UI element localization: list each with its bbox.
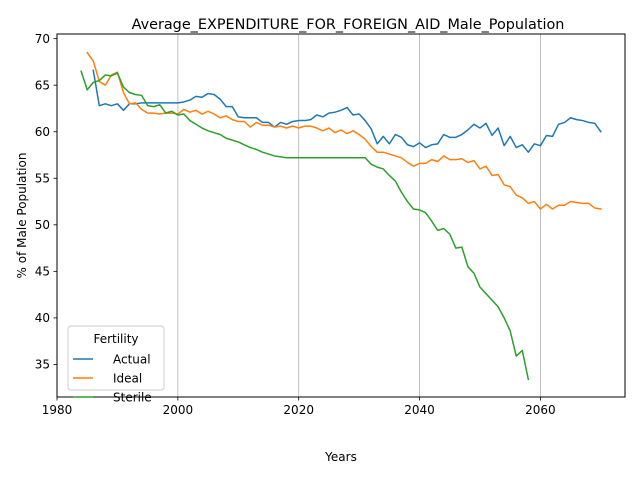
plot-frame <box>56 33 626 398</box>
legend-label-sterile: Sterile <box>113 390 152 404</box>
x-tick-label: 2020 <box>283 403 314 417</box>
legend: Fertility Actual Ideal Sterile <box>67 325 165 404</box>
y-tick-label: 70 <box>35 32 50 46</box>
y-tick-label: 45 <box>35 265 50 279</box>
x-tick-label: 2000 <box>163 403 194 417</box>
y-axis-ticks: 35 40 45 50 55 60 65 70 <box>35 32 57 372</box>
legend-box <box>67 325 165 391</box>
x-tick-label: 2040 <box>404 403 435 417</box>
series-lines <box>80 51 602 381</box>
series-line-actual <box>92 69 602 153</box>
y-tick-label: 50 <box>35 218 50 232</box>
series-line-sterile <box>80 70 530 381</box>
series-line-ideal <box>86 51 602 210</box>
legend-label-actual: Actual <box>113 352 151 366</box>
legend-title: Fertility <box>93 332 138 346</box>
x-axis-ticks: 1980 2000 2020 2040 2060 <box>42 397 556 417</box>
x-tick-label: 2060 <box>525 403 556 417</box>
x-tick-label: 1980 <box>42 403 73 417</box>
y-tick-label: 60 <box>35 125 50 139</box>
chart-title: Average_EXPENDITURE_FOR_FOREIGN_AID_Male… <box>132 17 565 33</box>
legend-label-ideal: Ideal <box>113 371 142 385</box>
legend-entries: Actual Ideal Sterile <box>73 352 152 404</box>
y-tick-label: 55 <box>35 172 50 186</box>
y-tick-label: 65 <box>35 78 50 92</box>
y-tick-label: 35 <box>35 358 50 372</box>
y-tick-label: 40 <box>35 311 50 325</box>
x-axis-label: Years <box>324 450 357 464</box>
y-axis-label: % of Male Population <box>15 153 29 279</box>
